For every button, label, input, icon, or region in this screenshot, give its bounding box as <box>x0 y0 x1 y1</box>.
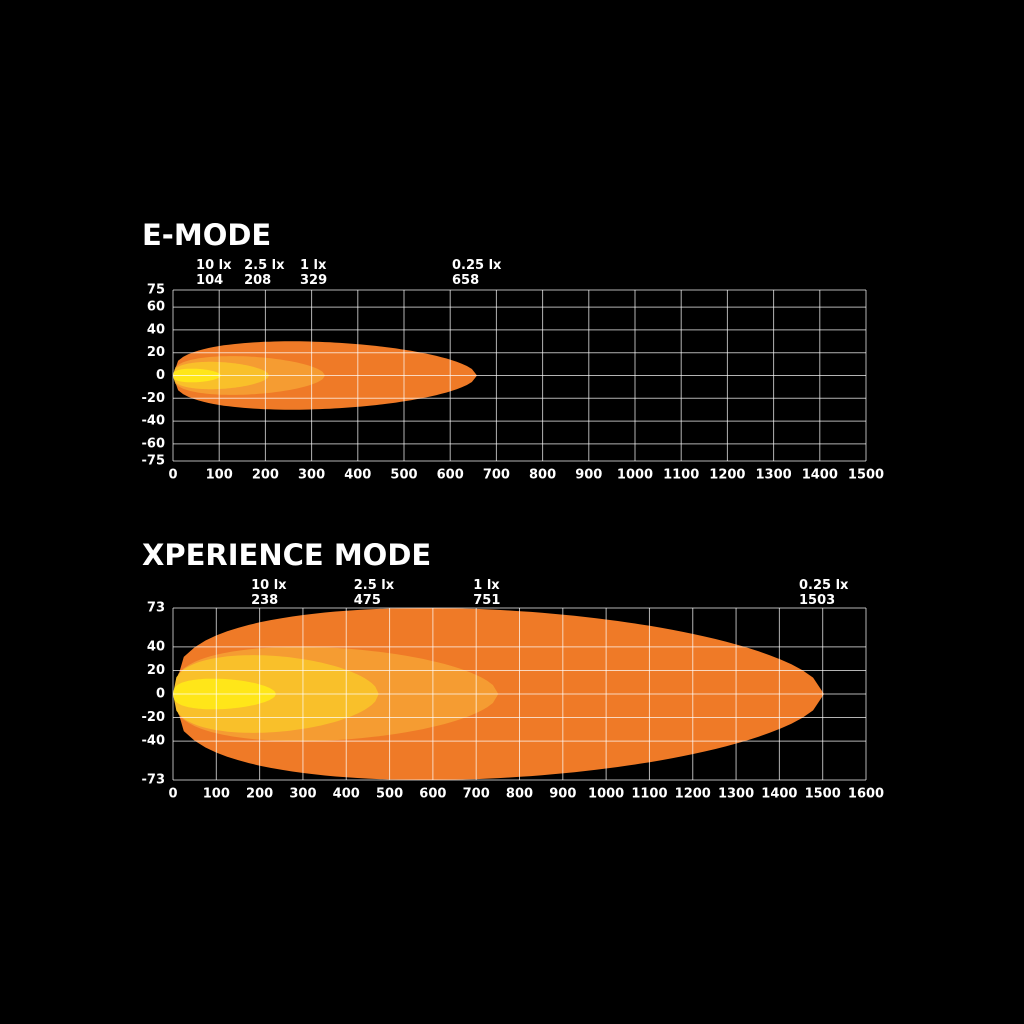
y-tick-label: -20 <box>142 391 166 406</box>
contour-distance: 1503 <box>799 593 835 608</box>
x-tick-label: 1300 <box>718 787 754 802</box>
contour-label: 1 lx <box>300 258 327 273</box>
x-tick-label: 500 <box>390 468 417 483</box>
y-tick-label: 20 <box>147 663 165 678</box>
x-tick-label: 400 <box>333 787 360 802</box>
chart-title: E-MODE <box>142 218 271 252</box>
contour-distance: 658 <box>452 273 479 288</box>
x-tick-label: 600 <box>419 787 446 802</box>
contour-label: 0.25 lx <box>452 258 502 273</box>
x-tick-label: 400 <box>344 468 371 483</box>
x-tick-label: 1500 <box>805 787 841 802</box>
y-tick-label: 75 <box>147 283 165 298</box>
x-tick-label: 1100 <box>631 787 667 802</box>
x-tick-label: 1300 <box>756 468 792 483</box>
x-tick-label: 1100 <box>663 468 699 483</box>
y-tick-label: 73 <box>147 601 165 616</box>
contour-label: 1 lx <box>473 578 500 593</box>
x-tick-label: 100 <box>206 468 233 483</box>
x-tick-label: 0 <box>168 468 177 483</box>
x-tick-label: 1400 <box>761 787 797 802</box>
y-tick-label: -73 <box>142 773 166 788</box>
x-tick-label: 1200 <box>675 787 711 802</box>
chart-title: XPERIENCE MODE <box>142 538 431 572</box>
y-tick-label: 60 <box>147 300 165 315</box>
x-tick-label: 200 <box>252 468 279 483</box>
y-tick-label: -75 <box>142 454 166 469</box>
x-tick-label: 1200 <box>709 468 745 483</box>
y-tick-label: 40 <box>147 322 165 337</box>
contour-distance: 329 <box>300 273 327 288</box>
y-tick-label: 0 <box>156 687 165 702</box>
x-tick-label: 600 <box>437 468 464 483</box>
x-tick-label: 800 <box>506 787 533 802</box>
y-tick-label: 20 <box>147 345 165 360</box>
contour-label: 0.25 lx <box>799 578 849 593</box>
x-tick-label: 200 <box>246 787 273 802</box>
y-tick-label: -40 <box>142 414 166 429</box>
contour-label: 10 lx <box>196 258 232 273</box>
x-tick-label: 1500 <box>848 468 884 483</box>
x-tick-label: 700 <box>463 787 490 802</box>
y-tick-label: 0 <box>156 368 165 383</box>
x-tick-label: 500 <box>376 787 403 802</box>
contour-distance: 208 <box>244 273 271 288</box>
contour-label: 2.5 lx <box>354 578 395 593</box>
x-tick-label: 100 <box>203 787 230 802</box>
contour-distance: 751 <box>473 593 500 608</box>
x-tick-label: 300 <box>298 468 325 483</box>
x-tick-label: 1400 <box>802 468 838 483</box>
y-tick-label: -40 <box>142 734 166 749</box>
x-tick-label: 700 <box>483 468 510 483</box>
x-tick-label: 1000 <box>617 468 653 483</box>
contour-distance: 475 <box>354 593 381 608</box>
y-tick-label: 40 <box>147 639 165 654</box>
x-tick-label: 1600 <box>848 787 884 802</box>
y-tick-label: -20 <box>142 710 166 725</box>
contour-label: 2.5 lx <box>244 258 285 273</box>
contour-distance: 238 <box>251 593 278 608</box>
x-tick-label: 0 <box>168 787 177 802</box>
x-tick-label: 900 <box>549 787 576 802</box>
contour-distance: 104 <box>196 273 223 288</box>
x-tick-label: 900 <box>575 468 602 483</box>
contour-label: 10 lx <box>251 578 287 593</box>
x-tick-label: 800 <box>529 468 556 483</box>
x-tick-label: 1000 <box>588 787 624 802</box>
x-tick-label: 300 <box>289 787 316 802</box>
y-tick-label: -60 <box>142 436 166 451</box>
